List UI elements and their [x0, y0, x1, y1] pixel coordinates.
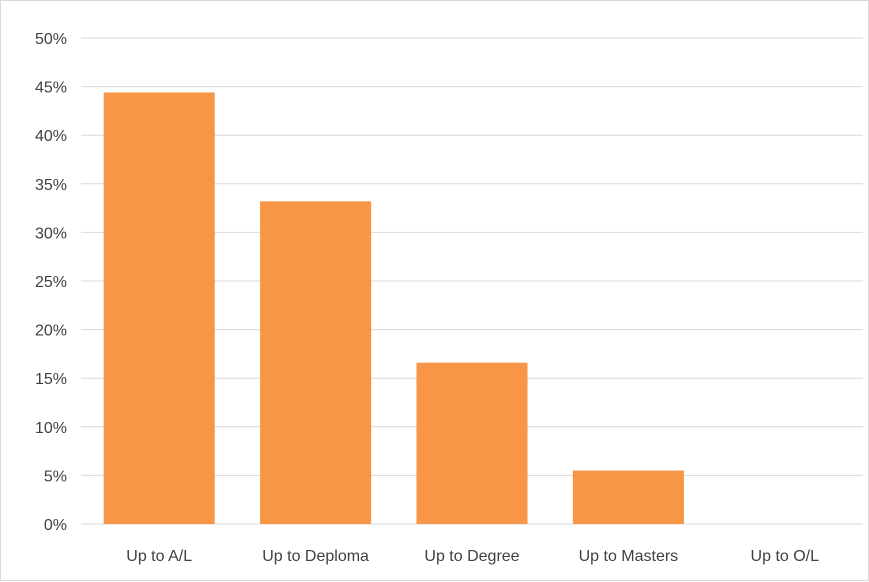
y-tick-label: 50%	[35, 31, 67, 48]
x-category-label: Up to A/L	[126, 548, 192, 565]
bar-up-to-deploma	[260, 201, 372, 524]
bars	[103, 92, 684, 524]
y-tick-label: 5%	[44, 468, 67, 485]
x-category-label: Up to Masters	[579, 548, 679, 565]
y-tick-label: 20%	[35, 323, 67, 340]
y-axis-tick-labels: 0% 5% 10% 15% 20% 25% 30% 35% 40% 45% 50%	[35, 31, 67, 534]
y-tick-label: 45%	[35, 80, 67, 97]
y-tick-label: 40%	[35, 128, 67, 145]
y-tick-label: 25%	[35, 274, 67, 291]
y-tick-label: 10%	[35, 420, 67, 437]
y-tick-label: 35%	[35, 177, 67, 194]
y-tick-label: 30%	[35, 225, 67, 242]
x-category-label: Up to O/L	[751, 548, 820, 565]
x-axis-category-labels: Up to A/L Up to Deploma Up to Degree Up to …	[126, 548, 819, 565]
y-tick-label: 15%	[35, 371, 67, 388]
x-category-label: Up to Deploma	[262, 548, 369, 565]
bar-up-to-masters	[572, 470, 684, 524]
bar-up-to-a-l	[103, 92, 215, 524]
x-category-label: Up to Degree	[424, 548, 519, 565]
y-tick-label: 0%	[44, 517, 67, 534]
bar-up-to-degree	[416, 362, 528, 524]
